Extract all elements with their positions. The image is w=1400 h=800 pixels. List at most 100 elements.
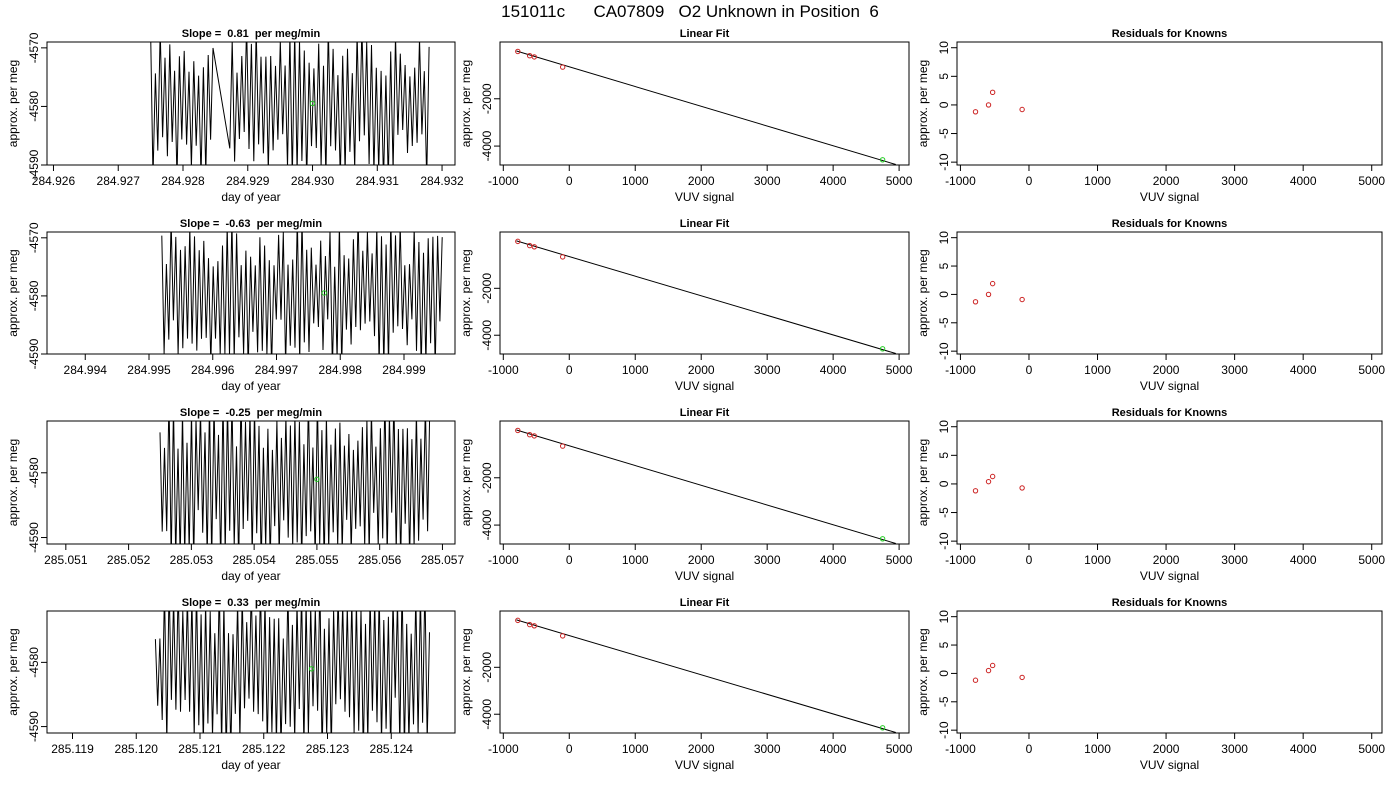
residual-point (972, 488, 979, 494)
x-tick-label: 284.930 (291, 174, 335, 188)
y-tick-label: -10 (937, 153, 951, 171)
fit-line (516, 429, 896, 544)
x-tick-label: -1000 (488, 174, 519, 188)
y-tick-label: 0 (937, 101, 951, 108)
panel-title: Residuals for Knowns (1112, 218, 1228, 230)
y-tick-label: -4580 (27, 91, 41, 122)
x-tick-label: 285.055 (295, 553, 339, 567)
y-tick-label: -4570 (27, 222, 41, 253)
unknown-mean-point (308, 666, 315, 672)
x-tick-label: 3000 (754, 553, 781, 567)
x-tick-label: 284.998 (319, 363, 363, 377)
x-tick-label: 0 (566, 553, 573, 567)
fit-line (516, 240, 896, 354)
x-tick-label: 284.926 (32, 174, 76, 188)
panel-title: Residuals for Knowns (1112, 407, 1228, 419)
y-axis-label: approx. per meg (459, 249, 473, 336)
x-tick-label: 4000 (1290, 742, 1317, 756)
x-axis-label: VUV signal (675, 190, 734, 204)
y-tick-label: -4580 (27, 457, 41, 488)
x-tick-label: 285.057 (421, 553, 465, 567)
x-tick-label: 3000 (1221, 174, 1248, 188)
x-tick-label: -1000 (945, 553, 976, 567)
y-tick-label: 5 (937, 262, 951, 269)
plot-frame (956, 41, 1383, 166)
x-tick-label: 285.056 (358, 553, 402, 567)
x-tick-label: 285.120 (115, 742, 159, 756)
x-tick-label: 284.931 (356, 174, 400, 188)
known-point (515, 238, 521, 245)
x-tick-label: 284.999 (382, 363, 426, 377)
x-tick-label: 285.051 (44, 553, 88, 567)
x-tick-label: 284.927 (97, 174, 141, 188)
known-point (559, 633, 566, 639)
plot-frame (499, 610, 910, 734)
unknown-mean-point (309, 100, 316, 107)
x-tick-label: 2000 (1153, 742, 1180, 756)
known-point (515, 427, 521, 434)
residual-point (985, 291, 992, 298)
y-tick-label: -4000 (480, 509, 494, 540)
y-axis-label: approx. per meg (916, 628, 930, 715)
x-tick-label: 3000 (1221, 363, 1248, 377)
y-axis-label: approx. per meg (6, 60, 20, 147)
x-tick-label: 3000 (754, 742, 781, 756)
x-tick-label: 285.122 (242, 742, 286, 756)
x-tick-label: 285.119 (51, 742, 94, 756)
x-tick-label: 284.995 (127, 363, 171, 377)
residual-point (972, 109, 979, 115)
y-tick-label: 10 (937, 41, 951, 55)
x-axis-label: day of year (221, 190, 280, 204)
residual-point (1019, 674, 1025, 681)
x-tick-label: 0 (1026, 363, 1033, 377)
plot-area (515, 617, 896, 733)
known-point (531, 244, 538, 250)
x-tick-label: 284.928 (161, 174, 205, 188)
panel-4-3: Residuals for Knowns -1000 0 1000 2000 3000 40… (916, 597, 1385, 772)
panel-1-1: Slope = 0.81 per meg/min 284.926 284.927 28… (6, 28, 464, 204)
x-axis-label: VUV signal (675, 379, 734, 393)
x-tick-label: -1000 (488, 363, 519, 377)
x-tick-label: 1000 (622, 742, 649, 756)
plot-frame (499, 420, 910, 545)
known-point (531, 54, 538, 60)
y-tick-label: 10 (937, 420, 951, 434)
residual-point (989, 473, 996, 480)
x-tick-label: 1000 (622, 363, 649, 377)
x-axis-label: VUV signal (1140, 569, 1199, 583)
x-tick-label: 4000 (820, 553, 847, 567)
plot-area (515, 238, 896, 354)
x-tick-label: 5000 (886, 742, 913, 756)
known-point (559, 254, 566, 260)
known-point (559, 64, 566, 70)
x-tick-label: 5000 (886, 553, 913, 567)
x-tick-label: 3000 (754, 174, 781, 188)
x-tick-label: 3000 (1221, 553, 1248, 567)
y-tick-label: -4000 (480, 130, 494, 161)
y-tick-label: -5 (937, 128, 951, 139)
x-tick-label: 1000 (1084, 742, 1111, 756)
panel-title: Linear Fit (680, 407, 730, 419)
x-tick-label: 5000 (1358, 174, 1385, 188)
x-tick-label: 4000 (820, 742, 847, 756)
unknown-point (879, 346, 886, 352)
panel-4-2: Linear Fit -1000 0 1000 2000 3000 4000 5000 -200… (459, 597, 913, 772)
x-tick-label: -1000 (945, 742, 976, 756)
panel-3-1: Slope = -0.25 per meg/min 285.051 285.052 2… (6, 407, 465, 583)
signal-trace (154, 611, 430, 733)
known-point (515, 48, 521, 55)
x-tick-label: 4000 (1290, 174, 1317, 188)
x-tick-label: 2000 (1153, 553, 1180, 567)
panel-2-1: Slope = -0.63 per meg/min 284.994 284.995 2… (6, 218, 456, 393)
y-tick-label: -4580 (27, 280, 41, 311)
y-tick-label: 10 (937, 231, 951, 245)
y-axis-label: approx. per meg (459, 439, 473, 526)
y-tick-label: -4590 (27, 711, 41, 742)
y-tick-label: 5 (937, 73, 951, 80)
plot-area (972, 89, 1025, 115)
x-tick-label: 1000 (1084, 174, 1111, 188)
panel-title: Slope = 0.33 per meg/min (182, 597, 321, 609)
y-axis-label: approx. per meg (6, 249, 20, 336)
x-tick-label: 2000 (688, 174, 715, 188)
